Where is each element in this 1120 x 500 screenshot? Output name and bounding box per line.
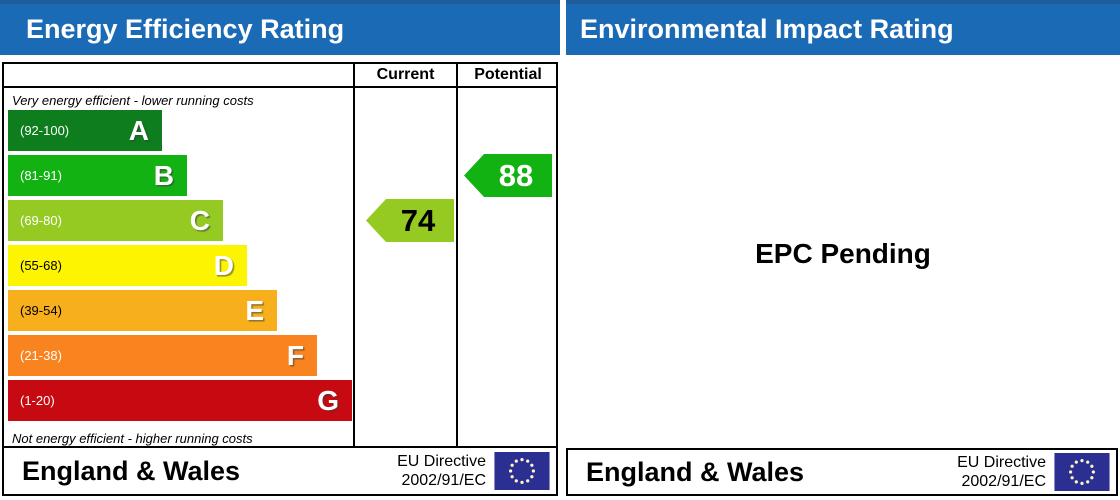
band-letter-g: G [317,384,339,416]
current-rating-arrow: 74 [366,199,454,242]
band-range-d: (55-68) [20,258,62,273]
potential-column-divider [456,62,458,448]
current-rating-value: 74 [400,202,436,238]
eu-flag-icon [494,452,550,490]
band-row-g: (1-20) G [8,380,353,425]
environmental-rating-header: Environmental Impact Rating [566,0,1120,55]
energy-rating-header: Energy Efficiency Rating [0,0,560,55]
band-bar-g: (1-20) G [8,380,352,421]
current-column-header: Current [376,66,435,83]
band-row-c: (69-80) C [8,200,353,245]
band-letter-a: A [128,114,149,146]
band-row-a: (92-100) A [8,110,353,155]
eu-directive-label: EU Directive 2002/91/EC [397,452,486,490]
band-range-c: (69-80) [20,213,62,228]
eu-directive-line1: EU Directive [957,453,1046,471]
band-bar-f: (21-38) F [8,335,317,376]
rating-bands: (92-100) A (81-91) B (69-80) C (55-68) D [8,110,353,425]
band-range-b: (81-91) [20,168,62,183]
eu-directive-label: EU Directive 2002/91/EC [957,453,1046,491]
band-bar-c: (69-80) C [8,200,223,241]
band-letter-c: C [189,204,210,236]
band-row-b: (81-91) B [8,155,353,200]
band-range-f: (21-38) [20,348,62,363]
band-range-a: (92-100) [20,123,70,138]
band-row-f: (21-38) F [8,335,353,380]
epc-pending-status: EPC Pending [755,238,931,269]
environmental-panel: EPC Pending [566,62,1120,446]
band-letter-e: E [245,294,264,326]
eu-flag-icon [1054,453,1110,491]
top-caption: Very energy efficient - lower running co… [12,93,254,108]
bottom-caption: Not energy efficient - higher running co… [12,431,253,446]
band-range-g: (1-20) [20,393,55,408]
band-letter-d: D [213,249,234,281]
band-bar-e: (39-54) E [8,290,277,331]
energy-footer: England & Wales EU Directive 2002/91/EC [2,448,558,496]
band-row-e: (39-54) E [8,290,353,335]
eu-directive-line1: EU Directive [397,452,486,470]
band-range-e: (39-54) [20,303,62,318]
eu-directive-line2: 2002/91/EC [961,473,1046,490]
band-letter-b: B [153,159,174,191]
band-bar-d: (55-68) D [8,245,247,286]
environmental-footer: England & Wales EU Directive 2002/91/EC [566,448,1118,496]
energy-rating-title: Energy Efficiency Rating [26,14,345,44]
band-row-d: (55-68) D [8,245,353,290]
potential-column-header: Potential [474,66,542,83]
band-letter-f: F [286,339,304,371]
band-bar-a: (92-100) A [8,110,162,151]
region-label: England & Wales [586,456,805,487]
potential-rating-arrow: 88 [464,154,552,197]
column-header-divider [2,86,558,88]
eu-directive-line2: 2002/91/EC [401,472,486,489]
current-column-divider [353,62,355,448]
footer-divider [2,446,558,448]
potential-rating-value: 88 [498,157,534,193]
environmental-rating-title: Environmental Impact Rating [580,14,954,44]
band-bar-b: (81-91) B [8,155,187,196]
region-label: England & Wales [22,455,241,486]
